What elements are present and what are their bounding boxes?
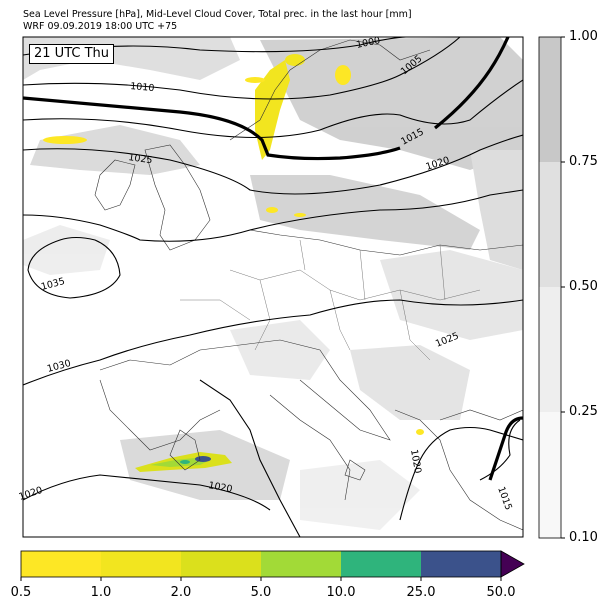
isobars bbox=[23, 37, 523, 537]
isobar-label: 1020 bbox=[207, 480, 233, 495]
cloud-colorbar-segment bbox=[539, 37, 561, 162]
precip-colorbar-segment bbox=[341, 551, 421, 577]
precip-colorbar-tick: 5.0 bbox=[250, 585, 272, 600]
run-info: WRF 09.09.2019 18:00 UTC +75 bbox=[23, 21, 178, 32]
cloud-colorbar-segment bbox=[539, 287, 561, 412]
isobar-label: 1000 bbox=[355, 35, 381, 51]
precip-colorbar-tick: 0.5 bbox=[10, 585, 32, 600]
precip-colorbar-tick: 25.0 bbox=[406, 585, 436, 600]
map-frame bbox=[22, 36, 524, 538]
isobar-label: 1020 bbox=[408, 449, 423, 475]
isobar-label: 1010 bbox=[130, 81, 155, 94]
cloud-colorbar-tick: 0.10 bbox=[569, 530, 598, 545]
isobar-label: 1025 bbox=[128, 152, 153, 166]
country-borders bbox=[180, 239, 481, 361]
cloud-colorbar-tick: 0.25 bbox=[569, 404, 598, 419]
chart-title: Sea Level Pressure [hPa], Mid-Level Clou… bbox=[23, 9, 412, 20]
precip-colorbar-segment bbox=[421, 551, 501, 577]
cloud-colorbar bbox=[538, 36, 565, 539]
precip-colorbar-tick: 50.0 bbox=[486, 585, 516, 600]
cloud-cover-shading bbox=[23, 37, 523, 530]
precip-colorbar-tick: 1.0 bbox=[90, 585, 112, 600]
cloud-colorbar-tick: 0.75 bbox=[569, 154, 598, 169]
cloud-colorbar-tick: 1.00 bbox=[569, 29, 598, 44]
valid-time-label: 21 UTC Thu bbox=[29, 44, 114, 64]
precip-colorbar-segment bbox=[21, 551, 101, 577]
precip-colorbar-segment bbox=[181, 551, 261, 577]
precip-colorbar-segment bbox=[101, 551, 181, 577]
precip-colorbar-tick: 2.0 bbox=[170, 585, 192, 600]
cloud-colorbar-segment bbox=[539, 162, 561, 287]
precip-colorbar-tick: 10.0 bbox=[326, 585, 356, 600]
precipitation-areas bbox=[43, 54, 424, 472]
precip-colorbar bbox=[20, 550, 525, 581]
isobar-1015-thick bbox=[23, 37, 523, 481]
precip-colorbar-extend-arrow bbox=[500, 550, 525, 578]
cloud-colorbar-tick: 0.50 bbox=[569, 279, 598, 294]
cloud-colorbar-segment bbox=[539, 412, 561, 538]
precip-colorbar-segment bbox=[261, 551, 341, 577]
